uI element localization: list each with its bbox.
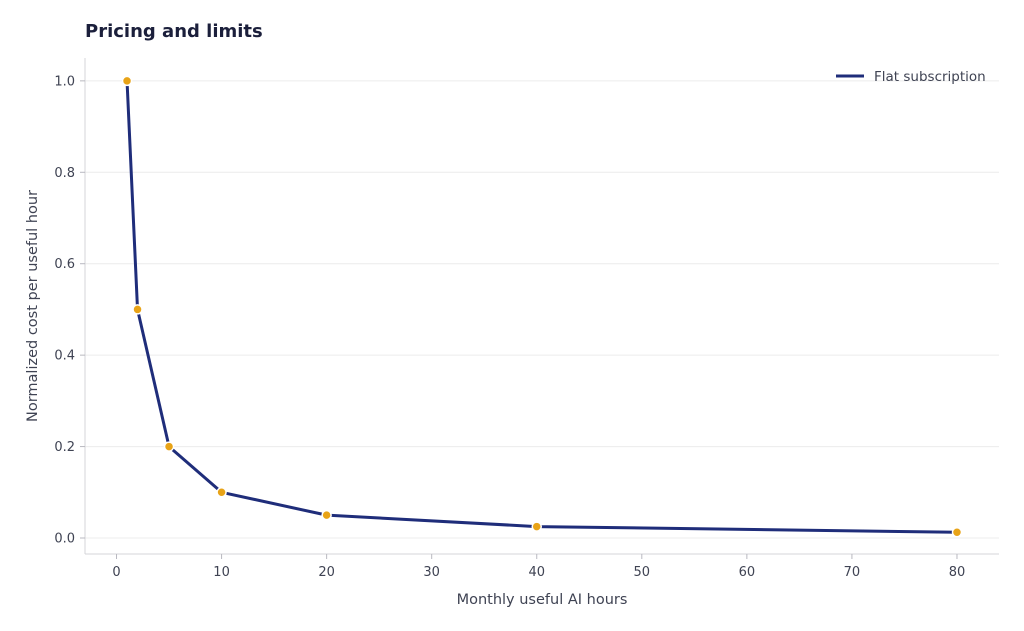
- y-tick-label: 1.0: [54, 74, 75, 89]
- y-tick-label: 0.0: [54, 532, 75, 547]
- x-tick-label: 50: [634, 565, 651, 580]
- y-tick-label: 0.8: [54, 166, 75, 181]
- series-line: [125, 79, 959, 534]
- x-tick-label: 40: [528, 565, 545, 580]
- legend: Flat subscription: [836, 69, 986, 85]
- y-tick-label: 0.4: [54, 349, 75, 364]
- series-layer: [121, 75, 963, 538]
- data-point: [121, 75, 133, 87]
- axes: [80, 58, 999, 559]
- x-tick-label: 60: [739, 565, 756, 580]
- data-point: [951, 527, 963, 538]
- chart-title: Pricing and limits: [85, 21, 263, 42]
- data-point: [216, 487, 227, 498]
- data-point: [163, 441, 175, 452]
- x-tick-label: 70: [844, 565, 861, 580]
- y-tick-label: 0.6: [54, 257, 75, 272]
- data-point: [321, 509, 332, 521]
- x-tick-label: 0: [112, 565, 120, 580]
- data-point: [132, 304, 143, 315]
- y-tick-label: 0.2: [54, 440, 75, 455]
- x-tick-label: 80: [949, 565, 966, 580]
- x-tick-label: 30: [423, 565, 440, 580]
- y-axis-label: Normalized cost per useful hour: [25, 190, 41, 422]
- x-tick-label: 10: [213, 565, 230, 580]
- legend-label: Flat subscription: [874, 69, 986, 85]
- data-point: [531, 521, 542, 532]
- tick-labels: 0.0 0.2 0.4 0.6 0.8 1.0 0 10 20 30 40 50 60 70 80: [54, 74, 965, 580]
- x-tick-label: 20: [318, 565, 335, 580]
- grid-lines: [85, 80, 999, 539]
- x-axis-label: Monthly useful AI hours: [457, 592, 628, 608]
